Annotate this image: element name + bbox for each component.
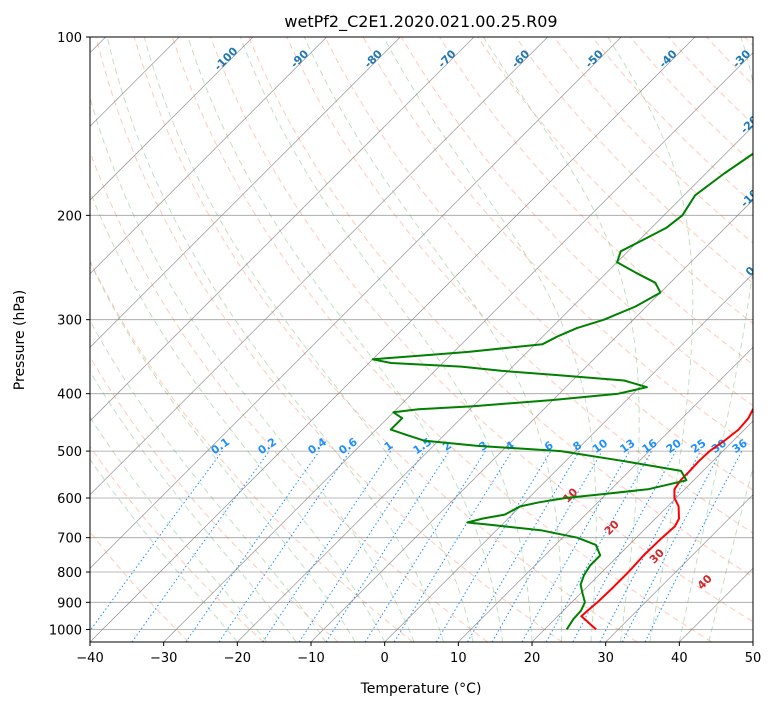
dry-adiabat [171,37,712,642]
isotherm-line [163,52,753,642]
mixing-ratio-line [298,450,425,642]
mixing-ratio-line [185,450,320,642]
dry-adiabat [515,37,753,284]
mixing-ratio-line [131,450,270,642]
isotherm-line [237,125,753,642]
mixing-ratio-line [393,450,513,642]
isotherm-line [90,37,327,275]
x-tick-label: −40 [76,651,103,666]
mixing-ratio-line [90,450,223,632]
mixing-ratio-line [545,450,653,642]
dry-adiabat [286,37,753,534]
moist-adiabat [607,37,694,642]
dry-adiabat [248,37,753,578]
moist-adiabat [383,37,597,642]
mixing-ratio-line [572,450,677,642]
x-axis-title: Temperature (°C) [360,681,482,697]
dry-adiabat [90,356,339,642]
isotherm-line [90,37,401,348]
isotherm-line [90,37,622,569]
plot-frame [89,36,754,643]
y-tick-label: 700 [57,532,82,547]
isotherm-label: 0 [743,264,758,279]
moist-adiabat [90,260,356,642]
isotherm-line [384,273,753,642]
mixing-ratio-line [644,450,743,642]
x-tick-label: −10 [297,651,324,666]
moist-adiabat [482,37,640,642]
isotherm-line [458,346,753,642]
moist-adiabat [90,319,327,642]
dry-adiabat [90,445,264,642]
dry-adiabat [133,37,638,642]
moist-adiabat [90,458,238,642]
x-tick-label: 20 [524,651,541,666]
x-tick-label: 40 [671,651,688,666]
isotherm-line [605,494,753,642]
x-tick-label: −30 [150,651,177,666]
moist-adiabat [239,37,533,642]
moist-adiabat [187,37,503,642]
dry-adiabat [210,37,753,623]
moist-adiabat [90,370,297,642]
isotherm-line [90,37,696,642]
x-tick-label: 50 [745,651,762,666]
moist-adiabat [143,37,474,642]
dewpoint-line [371,152,753,630]
isotherm-line [531,420,753,642]
moist-adiabat [678,37,753,642]
y-tick-label: 900 [57,596,82,611]
mixing-ratio-line [218,450,351,642]
x-tick-label: 10 [450,651,467,666]
dry-adiabat [90,259,414,642]
y-axis-title: Pressure (hPa) [12,290,28,390]
y-tick-label: 100 [57,31,82,46]
mixing-ratio-line [262,450,392,642]
moist-adiabat [106,37,445,642]
y-tick-label: 200 [57,209,82,224]
x-tick-label: 0 [381,651,389,666]
moist-adiabat [708,466,753,642]
y-tick-label: 800 [57,566,82,581]
y-tick-label: 600 [57,492,82,507]
temperature-line [580,406,753,631]
dry-adiabat [95,37,563,642]
x-tick-label: −20 [224,651,251,666]
mixing-ratio-line [325,450,450,642]
isotherm-line [90,37,548,496]
chart-title: wetPf2_C2E1.2020.021.00.25.R09 [284,12,557,32]
y-tick-label: 1000 [49,623,82,638]
y-tick-label: 500 [57,445,82,460]
y-tick-label: 300 [57,314,82,329]
isotherm-line [90,37,475,422]
x-tick-label: 30 [597,651,614,666]
moist-adiabat [90,189,386,642]
moist-adiabat [90,416,268,642]
moist-adiabat [303,37,563,642]
isotherm-line [310,199,753,642]
y-tick-label: 400 [57,388,82,403]
isotherm-line [90,37,254,201]
